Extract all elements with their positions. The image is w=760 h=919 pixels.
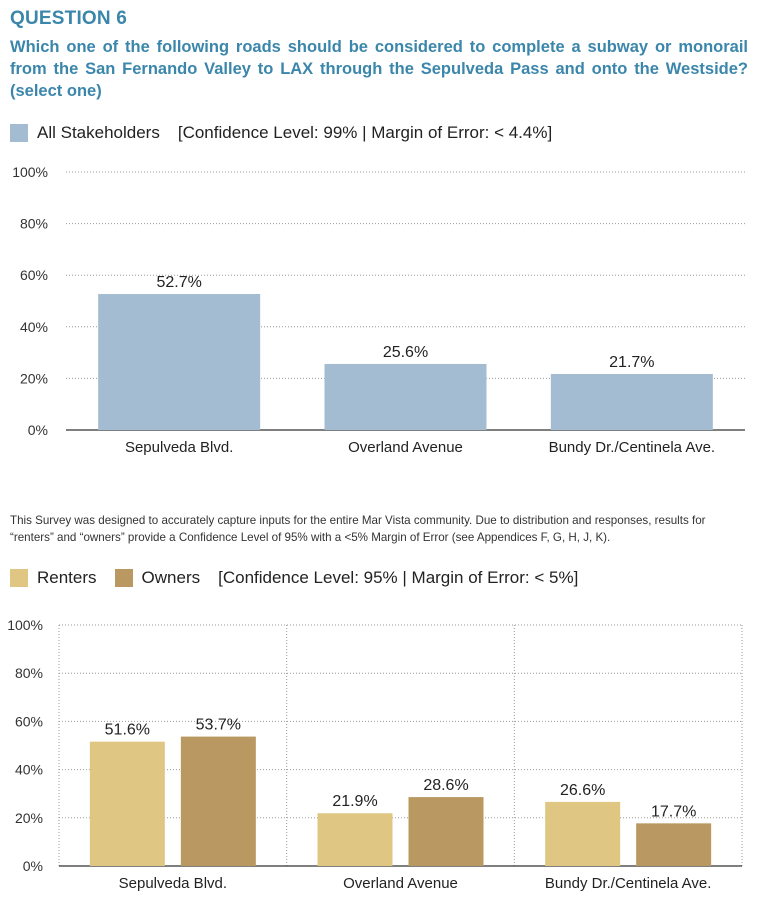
legend-bottom: Renters Owners [Confidence Level: 95% | … [10,568,578,588]
bar-renters [317,813,393,866]
data-label: 21.9% [332,793,377,810]
legend-swatch-stakeholders [10,124,28,142]
category-label: Bundy Dr./Centinela Ave. [545,875,712,892]
bar [550,374,713,430]
bar-renters [89,741,165,866]
data-label: 53.7% [196,717,241,734]
y-tick-label: 80% [15,665,43,681]
legend-label-renters: Renters [37,568,97,587]
y-tick-label: 80% [20,216,48,232]
stakeholders-chart: 0% 20% 40% 60% 80% 100% 52.7% Sepulveda Blvd. 25… [12,164,745,456]
data-label: 52.7% [156,274,201,291]
data-label: 51.6% [105,722,150,739]
data-label: 21.7% [609,354,654,371]
legend-label-stakeholders: All Stakeholders [37,123,160,142]
bar [324,363,487,430]
legend-label-owners: Owners [141,568,201,587]
category-label: Bundy Dr./Centinela Ave. [549,439,716,456]
survey-note: This Survey was designed to accurately c… [10,514,706,544]
category-label: Overland Avenue [348,439,463,456]
data-label: 26.6% [560,782,605,799]
y-tick-label: 60% [20,267,48,283]
bar-renters [545,801,621,866]
y-tick-label: 20% [20,370,48,386]
y-tick-label: 40% [20,319,48,335]
legend-swatch-owners [114,569,133,587]
category-label: Overland Avenue [343,875,458,892]
legend-swatch-renters [10,569,28,587]
data-label: 28.6% [423,777,468,794]
legend-top: All Stakeholders [Confidence Level: 99% … [10,123,552,143]
y-tick-label: 40% [15,762,43,778]
legend-stats-top: [Confidence Level: 99% | Margin of Error… [177,123,553,142]
bar-owners [180,736,256,866]
question-text: Which one of the following roads should … [10,38,748,100]
question-number: QUESTION 6 [10,8,128,29]
bar-owners [636,823,712,866]
data-label: 25.6% [383,344,428,361]
category-label: Sepulveda Blvd. [119,875,227,892]
y-tick-label: 20% [15,810,43,826]
y-tick-label: 60% [15,713,43,729]
y-tick-label: 100% [12,164,48,180]
bar-owners [408,797,484,866]
y-tick-label: 0% [28,422,48,438]
category-label: Sepulveda Blvd. [125,439,233,456]
legend-stats-bottom: [Confidence Level: 95% | Margin of Error… [218,568,579,587]
data-label: 17.7% [651,803,696,820]
bar [98,294,261,430]
y-tick-label: 0% [23,858,43,874]
y-tick-label: 100% [7,617,43,633]
